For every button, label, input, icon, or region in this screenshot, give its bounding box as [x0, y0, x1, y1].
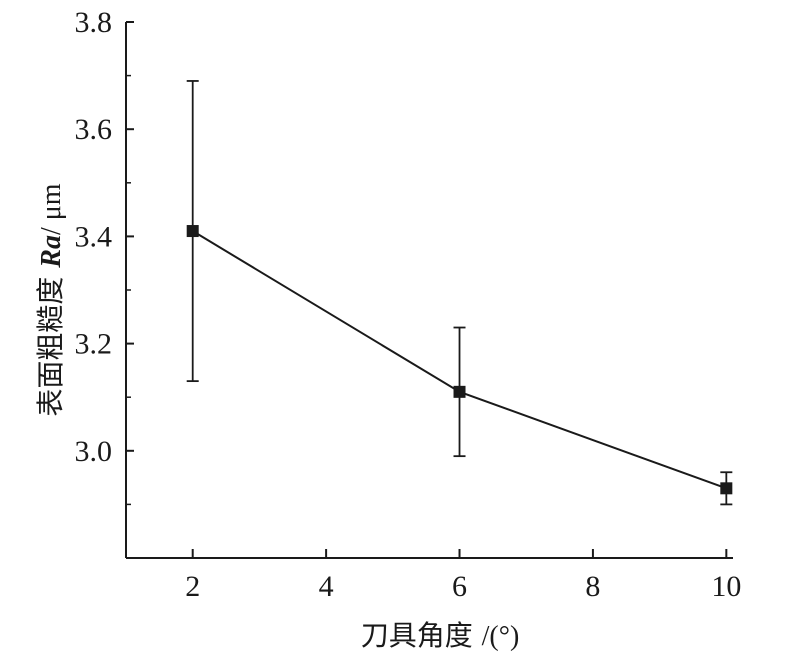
y-axis-title-text: 表面粗糙度: [34, 268, 67, 417]
y-tick-label: 3.8: [75, 6, 113, 39]
y-axis-title-unit: / μm: [36, 183, 67, 235]
data-point: [453, 385, 466, 398]
y-tick-label: 3.2: [75, 328, 113, 361]
x-tick-label: 6: [452, 570, 467, 603]
x-tick-label: 4: [319, 570, 334, 603]
x-tick-label: 8: [585, 570, 600, 603]
y-tick-label: 3.6: [75, 113, 113, 146]
x-axis-title: 刀具角度 /(°): [361, 619, 520, 652]
x-axis-title-text: 刀具角度: [361, 619, 482, 652]
y-axis-title-symbol: Ra: [36, 235, 67, 269]
data-point: [720, 482, 733, 495]
y-axis-title: 表面粗糙度 Ra/ μm: [34, 183, 67, 416]
x-tick-label: 2: [185, 570, 200, 603]
x-axis-title-unit: /(°): [482, 621, 520, 652]
axes: 3.0 3.2 3.4 3.6 3.8 2 4 6 8 10: [75, 6, 742, 603]
x-tick-label: 10: [711, 570, 741, 603]
y-tick-label: 3.0: [75, 435, 113, 468]
data-point: [186, 225, 199, 238]
data-marks: [186, 80, 733, 506]
y-tick-label: 3.4: [75, 220, 113, 253]
